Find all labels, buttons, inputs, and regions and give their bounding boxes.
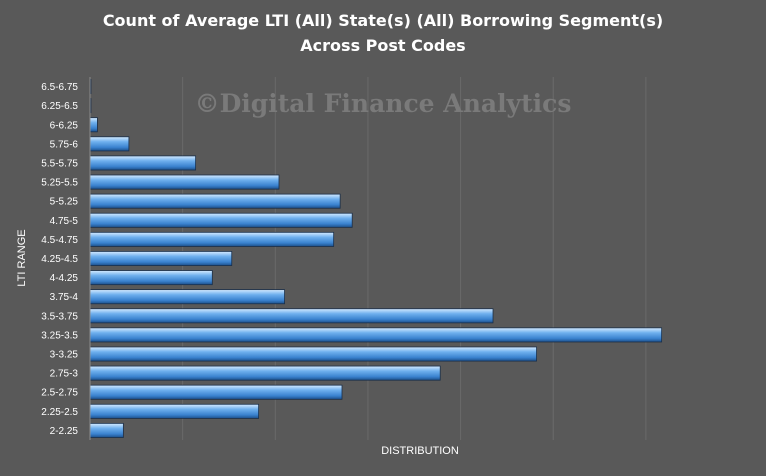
y-tick-label: 5.75-6 [50,139,79,150]
y-tick-label: 3.75-4 [50,292,79,303]
bar-2-2.25 [89,422,124,438]
bar-3.75-4 [89,289,285,305]
bar-4.25-4.5 [89,251,233,266]
bar-5-5.25 [89,193,341,209]
y-tick-label: 3.25-3.5 [41,330,78,341]
y-tick-label: 6.5-6.75 [41,82,78,93]
watermark-text: ©Digital Finance Analytics [195,89,572,118]
bar-3-3.25 [89,346,537,362]
y-tick-label: 4.25-4.5 [41,254,78,265]
bar-3.5-3.75 [89,308,494,324]
y-tick-label: 2.25-2.5 [41,407,78,418]
y-tick-label: 6.25-6.5 [41,101,78,112]
y-tick-label: 5-5.25 [50,197,79,208]
y-tick-label: 5.5-5.75 [41,158,78,169]
bar-4.5-4.75 [89,231,335,247]
y-tick-label: 3-3.25 [50,350,79,361]
bar-2.75-3 [89,365,441,381]
bar-4-4.25 [89,270,213,286]
y-tick-labels: 2-2.25 2.25-2.5 2.5-2.75 2.75-3 3-3.25 3.25-3… [41,82,78,437]
bar-6-6.25 [89,117,98,133]
y-tick-label: 2.75-3 [50,369,79,380]
y-tick-label: 5.25-5.5 [41,178,78,189]
y-tick-label: 2-2.25 [50,426,79,437]
y-tick-label: 4.5-4.75 [41,235,78,246]
bars [89,79,663,438]
y-tick-label: 4-4.25 [50,273,79,284]
y-tick-label: 3.5-3.75 [41,311,78,322]
y-tick-label: 2.5-2.75 [41,388,78,399]
bar-4.75-5 [89,212,353,228]
y-axis-label: LTI RANGE [16,229,28,286]
y-tick-label: 6-6.25 [50,120,79,131]
y-tick-label: 4.75-5 [50,216,79,227]
bar-5.75-6 [89,136,130,152]
chart-title-line-2: Across Post Codes [300,36,465,55]
bar-2.5-2.75 [89,384,343,400]
bar-5.5-5.75 [89,155,197,171]
bar-2.25-2.5 [89,403,260,419]
chart-title-line-1: Count of Average LTI (All) State(s) (All… [103,11,663,30]
bar-3.25-3.5 [89,327,663,343]
bar-5.25-5.5 [89,174,280,190]
x-axis-label: DISTRIBUTION [381,445,459,457]
